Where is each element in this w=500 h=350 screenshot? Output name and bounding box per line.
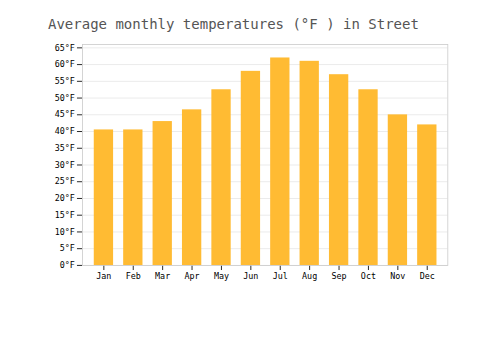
svg-text:Jan: Jan bbox=[96, 271, 111, 281]
svg-text:0°F: 0°F bbox=[60, 260, 75, 270]
svg-text:Oct: Oct bbox=[361, 271, 376, 281]
svg-text:15°F: 15°F bbox=[55, 210, 75, 220]
svg-text:10°F: 10°F bbox=[55, 227, 75, 237]
svg-text:May: May bbox=[214, 271, 229, 281]
svg-text:55°F: 55°F bbox=[55, 76, 75, 86]
svg-text:25°F: 25°F bbox=[55, 176, 75, 186]
svg-text:Dec: Dec bbox=[420, 271, 435, 281]
svg-text:Aug: Aug bbox=[302, 271, 317, 281]
svg-text:Jun: Jun bbox=[243, 271, 258, 281]
svg-text:Jul: Jul bbox=[273, 271, 288, 281]
svg-text:35°F: 35°F bbox=[55, 143, 75, 153]
svg-text:60°F: 60°F bbox=[55, 59, 75, 69]
svg-text:65°F: 65°F bbox=[55, 43, 75, 53]
svg-text:45°F: 45°F bbox=[55, 109, 75, 119]
svg-text:20°F: 20°F bbox=[55, 193, 75, 203]
svg-text:Apr: Apr bbox=[184, 271, 199, 281]
svg-text:5°F: 5°F bbox=[60, 243, 75, 253]
html-text:Average monthly temperatures (: Average monthly temperatures (°F ) in St… bbox=[48, 16, 419, 32]
svg-text:50°F: 50°F bbox=[55, 93, 75, 103]
svg-text:Feb: Feb bbox=[126, 271, 141, 281]
svg-text:Sep: Sep bbox=[331, 271, 346, 281]
svg-text:40°F: 40°F bbox=[55, 126, 75, 136]
svg-text:30°F: 30°F bbox=[55, 160, 75, 170]
svg-text:Mar: Mar bbox=[155, 271, 170, 281]
svg-text:Nov: Nov bbox=[390, 271, 405, 281]
